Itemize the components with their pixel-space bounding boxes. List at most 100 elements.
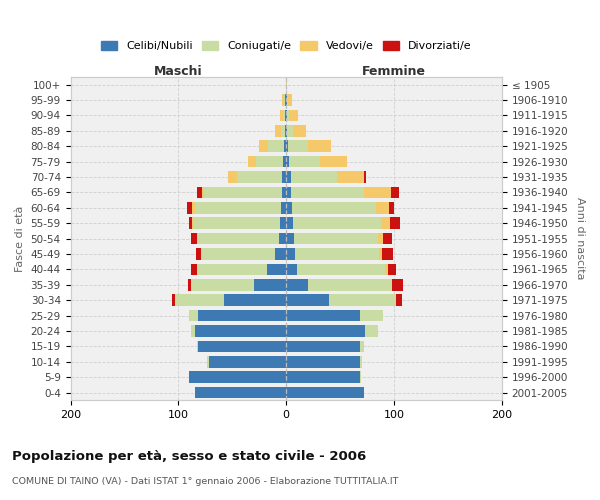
Bar [379, 248, 382, 260]
Bar [282, 172, 286, 183]
Bar [382, 248, 393, 260]
Bar [286, 356, 359, 368]
Text: COMUNE DI TAINO (VA) - Dati ISTAT 1° gennaio 2006 - Elaborazione TUTTITALIA.IT: COMUNE DI TAINO (VA) - Dati ISTAT 1° gen… [12, 476, 398, 486]
Bar [289, 94, 292, 106]
Bar [290, 172, 337, 183]
Bar [198, 233, 278, 244]
Bar [254, 279, 286, 290]
Bar [364, 186, 391, 198]
Y-axis label: Fasce di età: Fasce di età [15, 206, 25, 272]
Bar [286, 279, 308, 290]
Bar [286, 125, 287, 136]
Bar [308, 279, 392, 290]
Bar [294, 233, 378, 244]
Bar [282, 94, 284, 106]
Bar [286, 94, 287, 106]
Bar [388, 264, 396, 275]
Bar [286, 202, 292, 213]
Bar [385, 264, 388, 275]
Bar [281, 202, 286, 213]
Bar [359, 310, 383, 322]
Bar [259, 140, 268, 152]
Bar [286, 325, 365, 337]
Bar [188, 279, 191, 290]
Bar [202, 248, 275, 260]
Bar [285, 125, 286, 136]
Bar [248, 156, 256, 168]
Bar [286, 310, 359, 322]
Bar [359, 372, 361, 383]
Bar [208, 356, 209, 368]
Bar [286, 79, 287, 90]
Bar [286, 248, 295, 260]
Bar [285, 94, 286, 106]
Bar [378, 233, 383, 244]
Bar [285, 110, 286, 122]
Bar [191, 233, 197, 244]
Bar [228, 172, 236, 183]
Bar [297, 264, 385, 275]
Text: Popolazione per età, sesso e stato civile - 2006: Popolazione per età, sesso e stato civil… [12, 450, 366, 463]
Bar [172, 294, 175, 306]
Bar [286, 186, 290, 198]
Bar [286, 294, 329, 306]
Text: Femmine: Femmine [362, 65, 426, 78]
Bar [193, 202, 194, 213]
Bar [282, 186, 286, 198]
Bar [287, 94, 289, 106]
Bar [198, 310, 286, 322]
Bar [284, 140, 286, 152]
Bar [194, 325, 286, 337]
Bar [268, 140, 284, 152]
Bar [224, 294, 286, 306]
Bar [193, 218, 280, 229]
Bar [189, 218, 193, 229]
Bar [197, 340, 198, 352]
Bar [392, 279, 403, 290]
Bar [329, 294, 396, 306]
Bar [236, 172, 282, 183]
Bar [286, 172, 290, 183]
Bar [194, 202, 281, 213]
Bar [286, 340, 359, 352]
Bar [292, 202, 376, 213]
Bar [275, 125, 281, 136]
Bar [320, 156, 347, 168]
Bar [201, 248, 202, 260]
Bar [283, 110, 285, 122]
Bar [286, 233, 294, 244]
Bar [280, 218, 286, 229]
Bar [286, 218, 293, 229]
Bar [295, 248, 379, 260]
Bar [286, 140, 289, 152]
Bar [196, 248, 201, 260]
Bar [383, 233, 392, 244]
Bar [286, 264, 297, 275]
Bar [289, 156, 320, 168]
Bar [209, 356, 286, 368]
Bar [293, 218, 381, 229]
Bar [376, 202, 389, 213]
Bar [308, 140, 331, 152]
Bar [197, 264, 267, 275]
Bar [286, 372, 359, 383]
Bar [290, 186, 364, 198]
Bar [284, 94, 285, 106]
Bar [337, 172, 364, 183]
Bar [267, 264, 286, 275]
Bar [293, 125, 305, 136]
Bar [191, 279, 254, 290]
Legend: Celibi/Nubili, Coniugati/e, Vedovi/e, Divorziati/e: Celibi/Nubili, Coniugati/e, Vedovi/e, Di… [101, 40, 472, 52]
Bar [287, 110, 289, 122]
Bar [175, 294, 224, 306]
Bar [256, 156, 283, 168]
Text: Maschi: Maschi [154, 65, 203, 78]
Bar [390, 218, 400, 229]
Bar [275, 248, 286, 260]
Bar [289, 110, 298, 122]
Bar [289, 140, 308, 152]
Bar [197, 233, 198, 244]
Bar [197, 186, 202, 198]
Bar [202, 186, 204, 198]
Y-axis label: Anni di nascita: Anni di nascita [575, 198, 585, 280]
